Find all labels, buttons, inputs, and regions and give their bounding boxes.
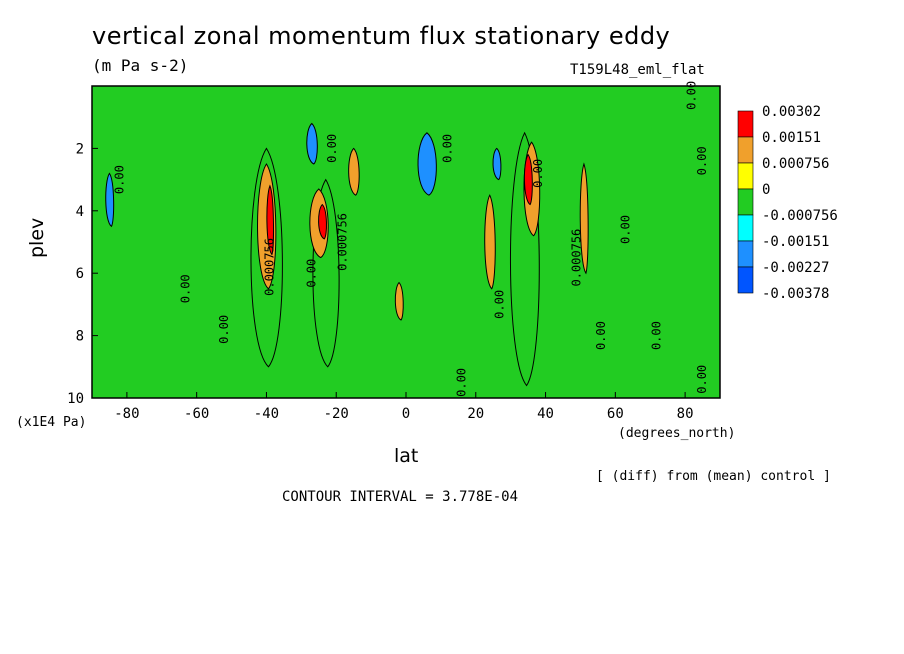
contour-label-2: 0.00 xyxy=(217,315,231,344)
chart-units: (m Pa s-2) xyxy=(92,56,189,75)
contour-label-14: 0.00 xyxy=(650,321,664,350)
contour-label-1: 0.00 xyxy=(179,274,193,303)
contour-label-10: 0.00 xyxy=(531,159,545,188)
contour-label-0: 0.00 xyxy=(112,165,126,194)
contour-label-12: 0.00 xyxy=(594,321,608,350)
field-feature-5 xyxy=(318,203,327,240)
chart-title: vertical zonal momentum flux stationary … xyxy=(92,22,671,50)
contour-label-7: 0.00 xyxy=(440,134,454,163)
x-tick-label-5: 20 xyxy=(467,406,484,422)
colorbar-swatch-5 xyxy=(737,240,754,268)
y-axis-label: plev xyxy=(26,217,48,258)
x-axis-unit: (degrees_north) xyxy=(618,426,736,441)
field-feature-15 xyxy=(105,172,115,228)
colorbar-label-4: -0.000756 xyxy=(762,208,838,224)
x-tick-label-3: -20 xyxy=(324,406,349,422)
x-tick-label-4: 0 xyxy=(402,406,410,422)
colorbar-swatch-3 xyxy=(737,188,754,216)
contour-label-4: 0.00 xyxy=(304,259,318,288)
x-tick-label-8: 80 xyxy=(677,406,694,422)
colorbar-label-3: 0 xyxy=(762,182,770,198)
x-tick-label-6: 40 xyxy=(537,406,554,422)
colorbar-swatch-1 xyxy=(737,136,754,164)
contour-interval: CONTOUR INTERVAL = 3.778E-04 xyxy=(282,489,519,505)
colorbar-swatch-4 xyxy=(737,214,754,242)
x-tick-label-7: 60 xyxy=(607,406,624,422)
colorbar-label-7: -0.00378 xyxy=(762,286,829,302)
y-tick-label-0: 2 xyxy=(76,141,84,157)
colorbar-swatch-2 xyxy=(737,162,754,190)
contour-label-11: 0.000756 xyxy=(569,229,583,287)
colorbar-swatch-6 xyxy=(737,266,754,294)
contour-label-6: 0.00 xyxy=(325,134,339,163)
contour-label-9: 0.00 xyxy=(493,290,507,319)
colorbar-label-0: 0.00302 xyxy=(762,104,821,120)
contour-label-13: 0.00 xyxy=(618,215,632,244)
field-feature-6 xyxy=(348,147,360,196)
field-feature-11 xyxy=(484,194,496,290)
run-label: T159L48_eml_flat xyxy=(570,62,705,78)
y-tick-label-4: 10 xyxy=(67,391,84,407)
y-tick-label-1: 4 xyxy=(76,204,84,220)
y-tick-label-3: 8 xyxy=(76,329,84,345)
colorbar-label-5: -0.00151 xyxy=(762,234,829,250)
colorbar-label-1: 0.00151 xyxy=(762,130,821,146)
field-feature-7 xyxy=(394,281,404,321)
x-axis-label: lat xyxy=(394,445,419,467)
field-feature-16 xyxy=(492,147,502,181)
colorbar-swatch-0 xyxy=(737,110,754,138)
contour-label-16: 0.00 xyxy=(695,365,709,394)
field-background xyxy=(92,86,720,398)
contour-label-17: 0.00 xyxy=(685,81,699,110)
diff-note: [ (diff) from (mean) control ] xyxy=(596,469,831,484)
field-feature-14 xyxy=(306,122,318,165)
contour-label-8: 0.00 xyxy=(454,368,468,397)
x-tick-label-2: -40 xyxy=(254,406,279,422)
x-tick-label-1: -60 xyxy=(184,406,209,422)
contour-label-5: 0.000756 xyxy=(336,213,350,271)
colorbar-label-2: 0.000756 xyxy=(762,156,829,172)
field-feature-2 xyxy=(266,184,275,256)
field-feature-10 xyxy=(523,153,533,206)
contour-label-15: 0.00 xyxy=(695,146,709,175)
field-feature-12 xyxy=(579,162,589,275)
field-feature-13 xyxy=(417,132,437,196)
colorbar-label-6: -0.00227 xyxy=(762,260,829,276)
contour-label-3: 0.000756 xyxy=(262,238,276,296)
x-tick-label-0: -80 xyxy=(114,406,139,422)
y-axis-unit: (x1E4 Pa) xyxy=(16,415,87,430)
y-tick-label-2: 6 xyxy=(76,266,84,282)
